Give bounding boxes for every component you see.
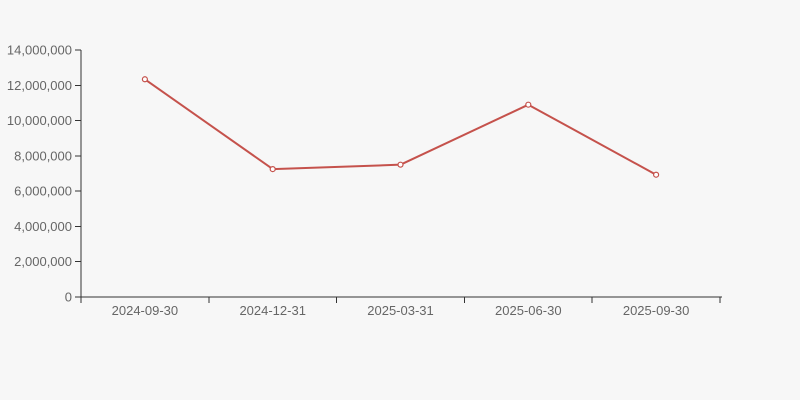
data-point-marker[interactable] [269,165,276,173]
x-tick-label: 2025-09-30 [623,303,690,318]
data-point-marker[interactable] [141,76,148,83]
y-tick-label: 0 [65,290,72,305]
y-tick-label: 2,000,000 [14,254,72,269]
y-tick-label: 6,000,000 [14,184,72,199]
y-tick-label: 4,000,000 [14,219,72,234]
y-tick-label: 14,000,000 [7,43,72,58]
x-tick-label: 2025-03-31 [367,303,434,318]
y-tick-label: 10,000,000 [7,113,72,128]
data-point-marker[interactable] [652,171,660,178]
y-tick-label: 12,000,000 [7,78,72,93]
x-tick-label: 2025-06-30 [495,303,562,318]
x-tick-label: 2024-09-30 [112,303,179,318]
x-tick-label: 2024-12-31 [239,303,306,318]
data-point-marker[interactable] [397,161,404,168]
y-tick-label: 8,000,000 [14,148,72,163]
data-line [143,78,658,176]
data-point-marker[interactable] [525,101,532,108]
